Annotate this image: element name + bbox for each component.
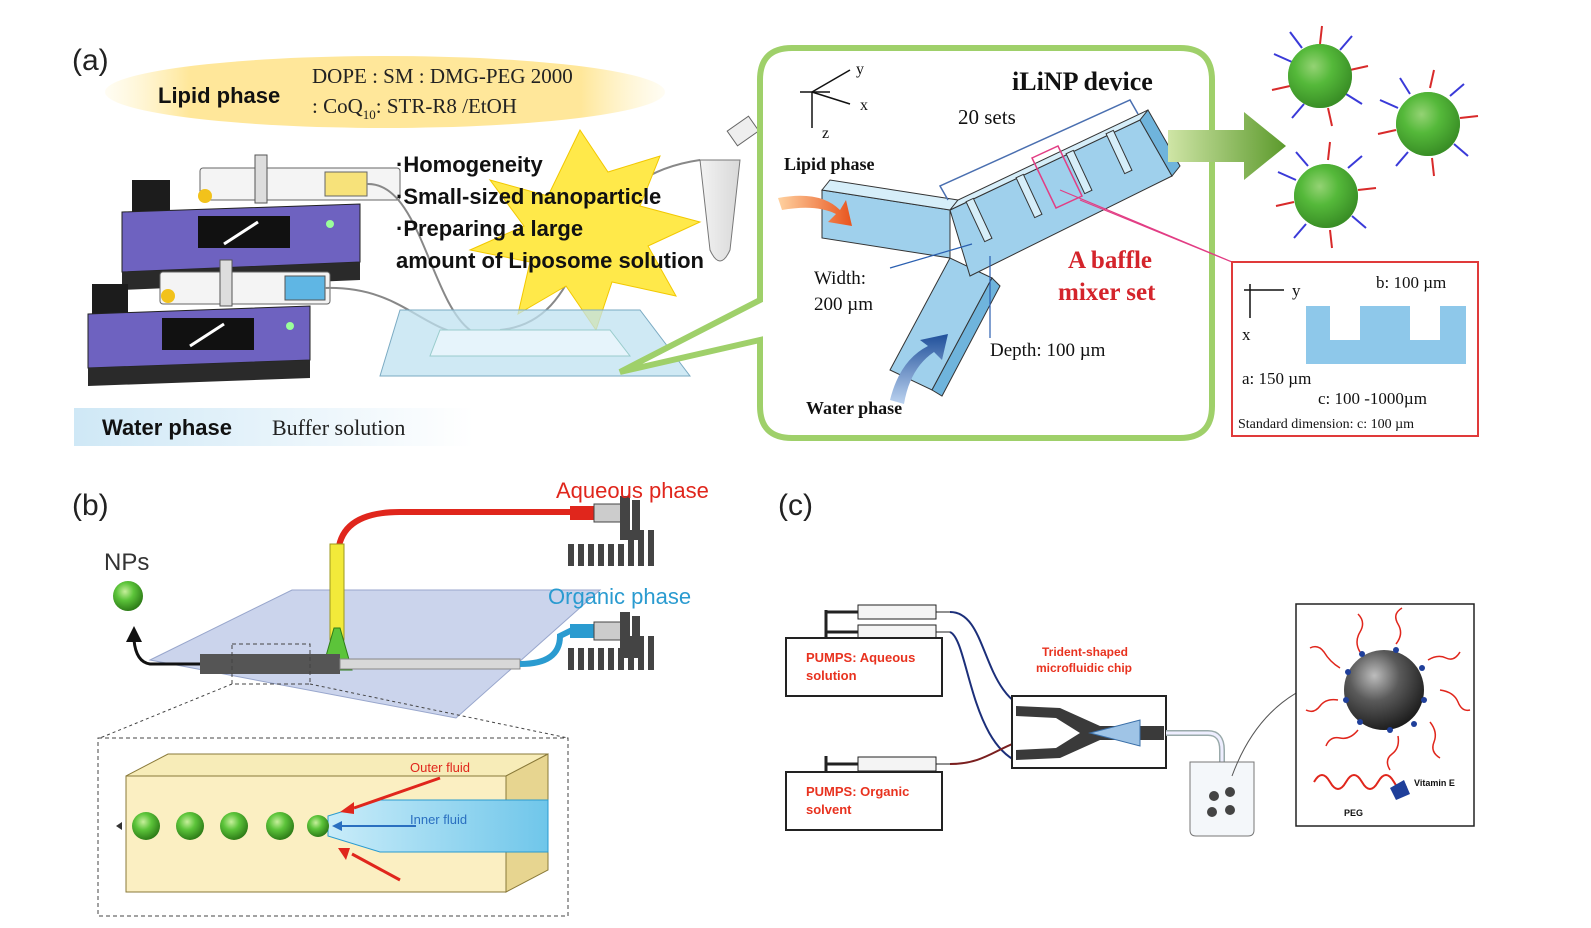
zoom-inset [97,737,569,917]
pump-organic-line1: PUMPS: Organic [806,784,909,799]
pump-aqueous-line2: solution [806,668,857,683]
device-lipid-inlet-label: Lipid phase [784,154,875,174]
baffle-highlight-box [1030,145,1084,209]
aqueous-pump [568,496,654,566]
output-arrow [1168,112,1286,180]
inner-fluid-label: Inner fluid [410,812,467,827]
liposome-particle [1377,69,1479,177]
aqueous-syringes [824,604,950,640]
lipid-composition-line2-pre: : CoQ [312,94,363,118]
nps-label: NPs [104,549,149,576]
liposome-particle [1271,25,1369,127]
peg-chains [1305,607,1471,771]
water-phase-banner [74,408,474,446]
pump-aqueous-line1: PUMPS: Aqueous [806,650,915,665]
water-inlet-arrow [890,334,948,404]
organic-phase-label: Organic phase [548,584,691,609]
baffle-label-line1: A baffle [1068,247,1152,274]
organic-syringe [824,756,950,772]
burst-item-3: ·Preparing a large [396,216,583,241]
device-width-label: Width: [814,268,866,289]
device-axis-y: y [856,61,864,78]
pump-box-aqueous [785,637,943,697]
collection-tube [699,115,760,262]
lipid-phase-banner [105,56,665,128]
syringe-pump-upper [121,154,401,290]
dim-b: b: 100 µm [1376,273,1446,292]
panel-c: (c) PUMPS: Aqueous solution PUMPS: Organ… [778,489,1475,837]
vitamin-e-label: Vitamin E [1414,778,1455,788]
dim-axis-x: x [1242,325,1251,344]
burst-item-4: amount of Liposome solution [396,248,704,273]
burst-item-1: ·Homogeneity [396,152,543,177]
dimension-axes [1244,284,1284,318]
lipid-composition-line2-post: : STR-R8 /EtOH [376,94,517,118]
zoom-region [231,643,311,685]
y-channel-device [821,109,1181,397]
trident-focus [1088,719,1141,747]
capillary-inset [116,753,549,893]
device-axis-x: x [860,97,868,114]
aqueous-inlet-column [329,543,345,641]
device-axes [800,69,851,128]
vitamin-e-legend [1390,780,1410,800]
aqueous-phase-label: Aqueous phase [556,478,709,503]
chip-label-line1: Trident-shaped [1042,645,1128,659]
device-width-value: 200 µm [814,294,873,315]
svg-text:: CoQ10: STR-R8 /EtOH: : CoQ10: STR-R8 /EtOH [312,94,517,122]
burst-item-2: ·Small-sized nanoparticle [396,184,661,209]
organic-pump [568,612,654,670]
lipid-composition-subscript: 10 [363,107,376,122]
chip-label-line2: microfluidic chip [1036,661,1132,675]
width-leader [889,243,973,269]
outlet-arrow [132,639,200,666]
nanoparticle-icon [113,581,143,611]
device-depth: Depth: 100 µm [990,340,1106,361]
device-title: iLiNP device [1012,67,1153,96]
liposome-cluster [1271,25,1479,249]
chip-channel-area [429,329,632,357]
baffle-profile [1306,306,1466,364]
pump-box-organic [785,771,943,831]
polymer-nanoparticle [1344,650,1424,730]
panel-a-label: (a) [72,44,109,77]
device-substrate [148,589,602,719]
water-phase-detail: Buffer solution [272,415,405,440]
collection-beaker [1189,761,1255,837]
panel-b-label: (b) [72,489,109,522]
panel-a: (a) Lipid phase DOPE : SM : DMG-PEG 2000… [72,25,1479,446]
lipid-inlet-arrow [778,195,852,226]
device-sets: 20 sets [958,105,1016,129]
panel-c-label: (c) [778,489,813,522]
peg-label: PEG [1344,808,1363,818]
outlet-capillary [200,654,340,674]
water-phase-title: Water phase [102,415,232,440]
lipid-phase-title: Lipid phase [158,83,280,108]
dim-c: c: 100 -1000µm [1318,389,1427,408]
dim-a: a: 150 µm [1242,369,1311,388]
device-axis-z: z [822,125,829,142]
baffle-label-line2: mixer set [1058,279,1156,306]
organic-tube [519,627,574,667]
syringe-pump-lower [87,259,331,386]
peg-legend [1313,774,1407,792]
inner-capillary [339,658,521,670]
sets-bracket [938,99,1139,201]
device-water-inlet-label: Water phase [806,398,902,418]
dim-standard: Standard dimension: c: 100 µm [1238,417,1414,432]
zoom-line-2 [1079,199,1233,263]
pump-organic-line2: solvent [806,802,852,817]
aqueous-tube [335,509,572,555]
dim-axis-y: y [1292,281,1301,300]
liposome-particle [1275,141,1377,249]
outer-fluid-label: Outer fluid [410,760,470,775]
lipid-composition-line1: DOPE : SM : DMG-PEG 2000 [312,64,573,88]
panel-b: (b) NPs Aqueous phase [72,478,709,917]
